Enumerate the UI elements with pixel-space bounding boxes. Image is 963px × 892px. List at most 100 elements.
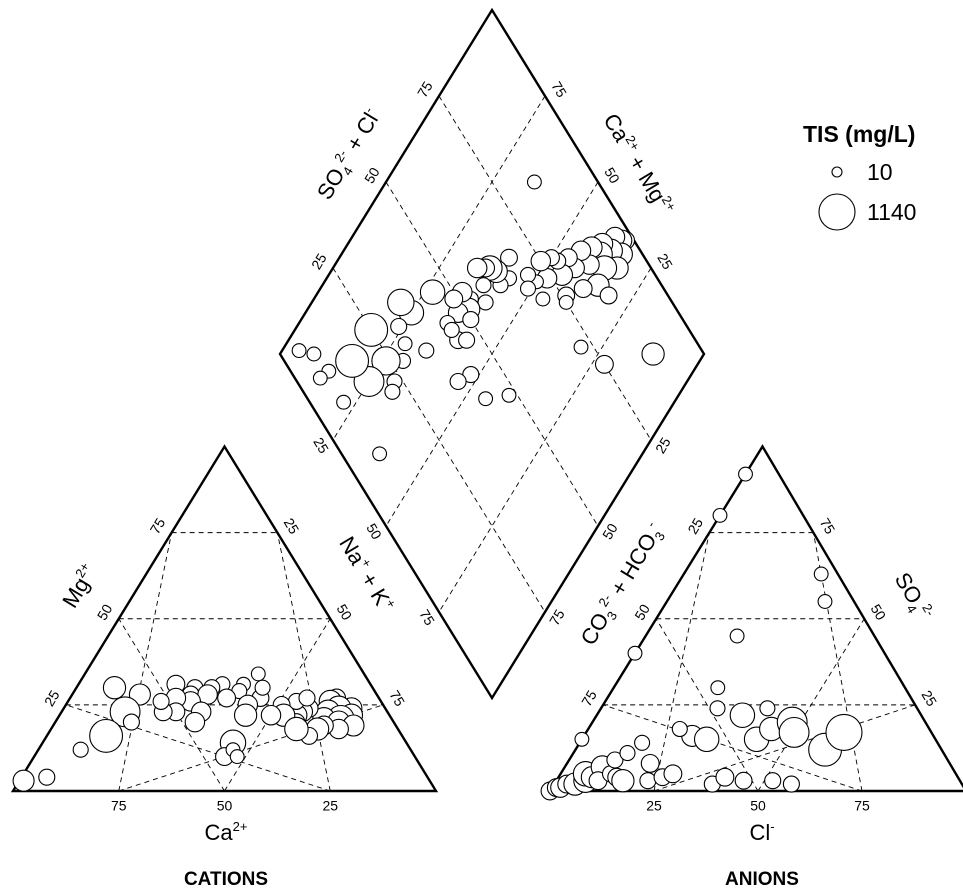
- an-point: [712, 507, 728, 523]
- cat-point: [184, 711, 206, 733]
- an-point: [729, 702, 756, 728]
- diamond-point: [371, 346, 401, 376]
- an-point: [734, 771, 753, 790]
- anion-bottom-axis-label: Cl-: [749, 819, 774, 845]
- anion-panel-label: ANIONS: [725, 869, 799, 890]
- anion-gridlines: [602, 532, 916, 792]
- cat-point: [102, 676, 127, 700]
- diamond-point: [641, 342, 665, 366]
- diamond-point: [535, 291, 551, 307]
- an-gridline-r-1: [653, 704, 916, 792]
- diamond-point: [475, 277, 492, 294]
- cation-triangle-frame: [10, 444, 439, 793]
- cat-point: [250, 666, 266, 682]
- diamond-point: [526, 174, 542, 190]
- an-point: [640, 753, 660, 773]
- anion-triangle: 25 50 75 75 50 25 75 50 25 Cl- CO32- + HCO3- SO4…: [540, 444, 963, 890]
- anion-right-axis-label: SO42-: [887, 568, 938, 626]
- diamond-point: [312, 370, 328, 386]
- cat-gridline-l-3: [65, 704, 331, 792]
- cat-point: [122, 713, 140, 731]
- cat-point: [284, 716, 309, 742]
- diamond-point: [372, 446, 388, 462]
- cation-right-tick-50: 50: [333, 601, 355, 623]
- diamond-point: [594, 354, 614, 374]
- an-point: [817, 594, 833, 609]
- an-point: [825, 713, 863, 751]
- legend-label-small: 10: [867, 159, 893, 185]
- cation-panel-label: CATIONS: [184, 869, 268, 890]
- cation-left-tick-25: 25: [41, 687, 63, 709]
- diamond-lower-left-tick-25: 25: [310, 435, 332, 457]
- diamond-point: [419, 279, 446, 305]
- diamond-point: [449, 372, 467, 391]
- diamond-point: [390, 317, 408, 336]
- cation-tick-labels: 75 50 25 25 50 75 25 50 75: [41, 515, 408, 814]
- diamond-point: [354, 312, 389, 347]
- an-point: [709, 700, 726, 717]
- an-point: [778, 716, 810, 748]
- an-point: [639, 772, 657, 790]
- diamond-upper-left-tick-75: 75: [414, 78, 436, 100]
- an-gridline-l-1: [653, 532, 710, 792]
- diamond-point: [478, 391, 494, 407]
- diamond-point: [418, 342, 435, 359]
- diamond-point: [573, 279, 593, 299]
- diamond-point: [530, 250, 552, 272]
- cation-right-tick-75: 75: [386, 687, 408, 709]
- an-point: [619, 745, 636, 762]
- diamond-point: [519, 266, 537, 283]
- anion-tick-labels: 25 50 75 75 50 25 75 50 25: [578, 515, 940, 814]
- cat-point: [89, 718, 124, 753]
- cat-point: [298, 689, 316, 707]
- legend-marker-large: [818, 193, 856, 231]
- diamond-points: [291, 174, 665, 462]
- diamond-point: [466, 257, 488, 279]
- an-point: [574, 731, 590, 747]
- cat-point: [12, 769, 35, 792]
- cat-point: [229, 749, 245, 765]
- diamond-lower-right-tick-25: 25: [652, 434, 674, 456]
- anion-bottom-tick-50: 50: [750, 798, 766, 814]
- cat-point: [72, 741, 89, 758]
- cat-gridline-r-3: [276, 532, 331, 792]
- diamond-point: [444, 289, 464, 309]
- diamond-point: [384, 383, 401, 400]
- an-point: [759, 700, 776, 717]
- an-point: [693, 726, 720, 753]
- cat-gridline-l-1: [118, 532, 173, 792]
- cation-bottom-tick-50: 50: [217, 798, 233, 814]
- cat-point: [260, 704, 282, 726]
- an-gridline-l-3: [602, 704, 863, 792]
- an-point: [738, 466, 753, 482]
- diamond-point: [336, 394, 352, 410]
- legend-marker-small: [831, 166, 843, 178]
- diamond-point: [501, 387, 517, 403]
- anion-right-tick-25: 25: [918, 687, 940, 709]
- diamond-point: [599, 286, 618, 305]
- legend: TIS (mg/L) 10 1140: [803, 121, 916, 231]
- diamond-lower-right-tick-75: 75: [546, 606, 568, 628]
- cation-left-axis-label: Mg2+: [56, 560, 102, 612]
- anion-right-tick-50: 50: [867, 601, 889, 623]
- cat-point: [38, 768, 56, 786]
- cation-bottom-tick-25: 25: [322, 798, 338, 814]
- diamond-point: [519, 280, 537, 297]
- diamond-point: [397, 336, 413, 352]
- legend-title: TIS (mg/L): [803, 121, 915, 147]
- anion-left-tick-50: 50: [631, 601, 653, 623]
- cation-bottom-tick-75: 75: [111, 798, 127, 814]
- diamond-point: [387, 288, 415, 317]
- diamond-upper-left-axis-label: SO42- + Cl-: [311, 104, 388, 205]
- diamond-upper-right-tick-75: 75: [548, 79, 570, 101]
- cation-points: [12, 666, 365, 792]
- anion-points: [540, 466, 863, 801]
- diamond-point: [500, 248, 518, 267]
- an-point: [634, 734, 651, 751]
- an-point: [729, 628, 745, 644]
- an-point: [627, 645, 643, 661]
- diamond-upper-right-tick-50: 50: [601, 165, 623, 187]
- diamond-gridline-b-3: [438, 267, 652, 613]
